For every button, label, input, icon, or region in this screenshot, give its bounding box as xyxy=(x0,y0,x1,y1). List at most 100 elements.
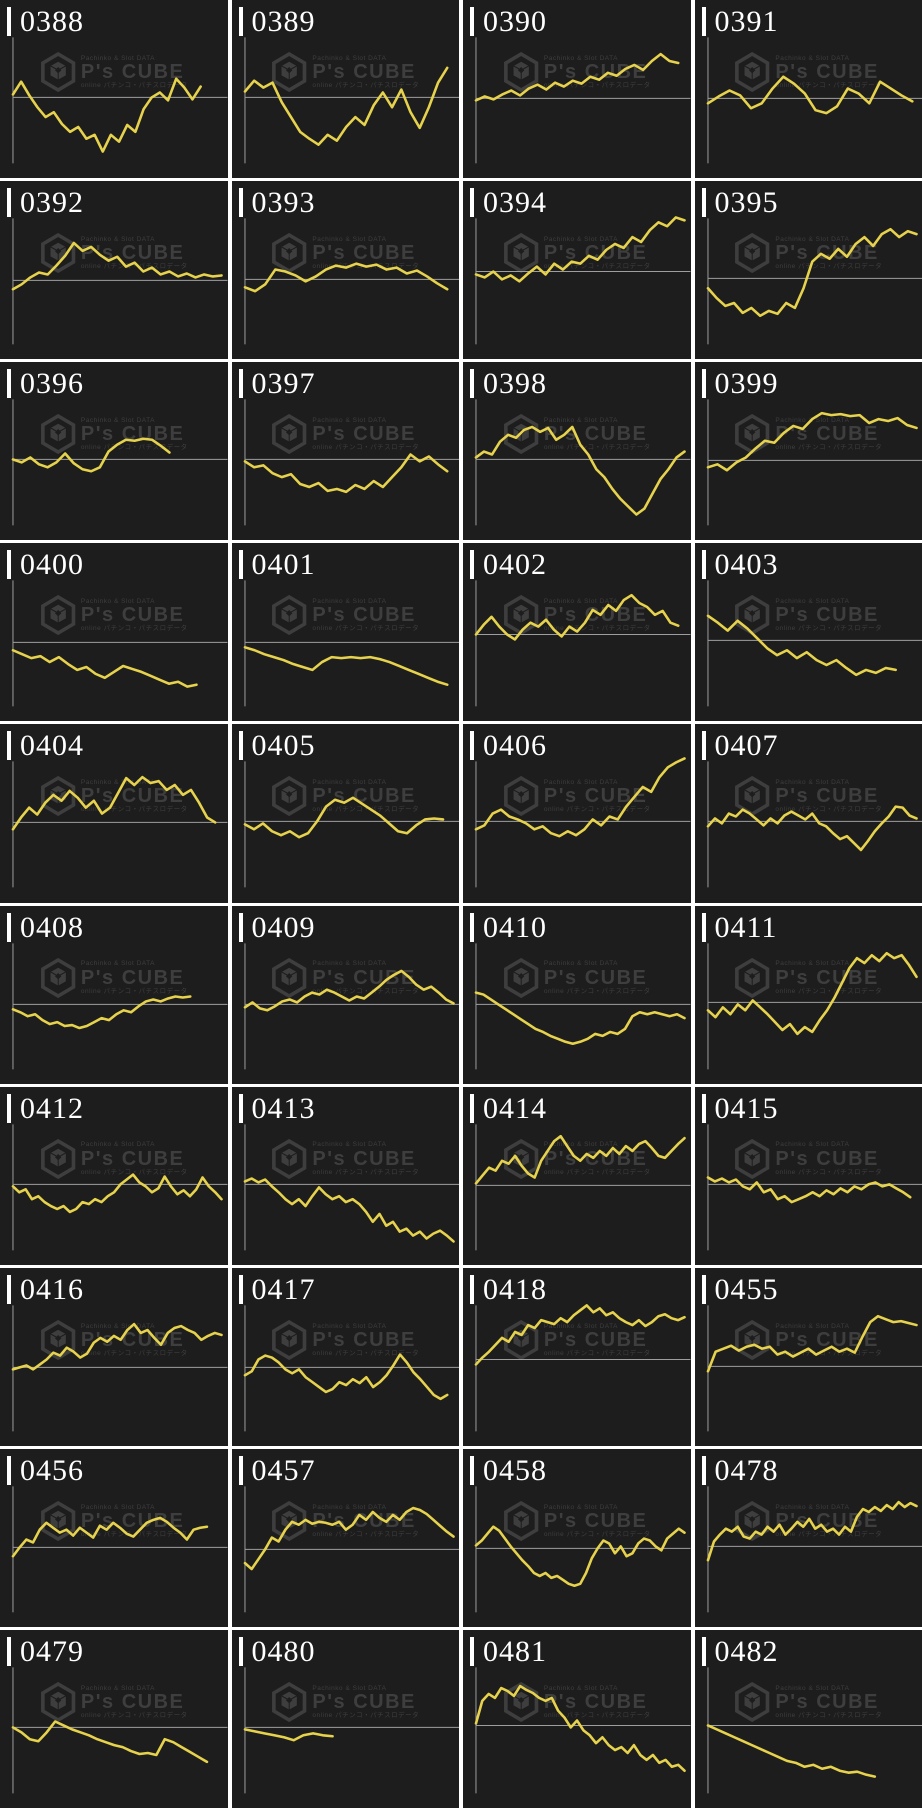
slump-graph xyxy=(474,942,691,1069)
watermark-top-text: Pachinko & Slot DATA xyxy=(775,1684,850,1692)
label-accent-bar xyxy=(701,731,706,761)
machine-tile[interactable]: 0457 Pachinko & Slot DATA P's CUBE onlin… xyxy=(231,1448,459,1627)
machine-tile[interactable]: 0394 Pachinko & Slot DATA P's CUBE onlin… xyxy=(463,181,691,360)
watermark-brand-text: P's CUBE xyxy=(312,966,416,989)
machine-tile[interactable]: 0395 Pachinko & Slot DATA P's CUBE onlin… xyxy=(694,181,922,360)
machine-tile[interactable]: 0482 Pachinko & Slot DATA P's CUBE onlin… xyxy=(694,1629,922,1808)
machine-tile[interactable]: 0415 Pachinko & Slot DATA P's CUBE onlin… xyxy=(694,1086,922,1265)
watermark-top-text: Pachinko & Slot DATA xyxy=(775,1503,850,1511)
label-accent-bar xyxy=(470,188,474,218)
machine-tile[interactable]: 0404 Pachinko & Slot DATA P's CUBE onlin… xyxy=(0,724,228,903)
machine-tile[interactable]: 0458 Pachinko & Slot DATA P's CUBE onlin… xyxy=(463,1448,691,1627)
watermark-bottom-text: online パチンコ・パチスロデータ xyxy=(775,1530,883,1538)
machine-number: 0402 xyxy=(483,548,547,582)
slump-line xyxy=(11,994,192,1029)
machine-tile[interactable]: 0407 Pachinko & Slot DATA P's CUBE onlin… xyxy=(694,724,922,903)
machine-label: 0455 xyxy=(701,1274,779,1304)
watermark-top-text: Pachinko & Slot DATA xyxy=(312,960,387,968)
machine-number: 0457 xyxy=(251,1453,316,1487)
machine-tile[interactable]: 0406 Pachinko & Slot DATA P's CUBE onlin… xyxy=(463,724,691,903)
machine-number: 0394 xyxy=(483,186,547,220)
machine-number: 0481 xyxy=(483,1634,547,1668)
cube-hexagon-icon xyxy=(40,51,76,93)
machine-tile[interactable]: 0391 Pachinko & Slot DATA P's CUBE onlin… xyxy=(694,0,922,179)
machine-tile[interactable]: 0456 Pachinko & Slot DATA P's CUBE onlin… xyxy=(0,1448,228,1627)
machine-tile[interactable]: 0402 Pachinko & Slot DATA P's CUBE onlin… xyxy=(463,543,691,722)
cube-hexagon-icon xyxy=(271,1681,307,1722)
watermark-text: Pachinko & Slot DATA P's CUBE online パチン… xyxy=(544,1685,651,1719)
watermark-text: Pachinko & Slot DATA P's CUBE online パチン… xyxy=(81,55,188,89)
machine-tile[interactable]: 0388 Pachinko & Slot DATA P's CUBE onlin… xyxy=(0,0,228,179)
slump-line xyxy=(474,1134,686,1185)
watermark-brand-text: P's CUBE xyxy=(80,785,185,808)
machine-tile[interactable]: 0398 Pachinko & Slot DATA P's CUBE onlin… xyxy=(463,362,691,541)
machine-tile[interactable]: 0479 Pachinko & Slot DATA P's CUBE onlin… xyxy=(0,1629,228,1808)
cube-hexagon-icon xyxy=(734,1319,770,1360)
machine-number: 0412 xyxy=(20,1091,84,1125)
slump-line xyxy=(706,1500,918,1562)
machine-tile[interactable]: 0389 Pachinko & Slot DATA P's CUBE onlin… xyxy=(231,0,459,179)
machine-tile[interactable]: 0455 Pachinko & Slot DATA P's CUBE onlin… xyxy=(694,1267,922,1446)
machine-tile[interactable]: 0400 Pachinko & Slot DATA P's CUBE onlin… xyxy=(0,543,228,722)
machine-number: 0393 xyxy=(251,186,316,220)
watermark-top-text: Pachinko & Slot DATA xyxy=(80,960,155,968)
label-accent-bar xyxy=(470,1093,474,1123)
machine-tile[interactable]: 0390 Pachinko & Slot DATA P's CUBE onlin… xyxy=(463,0,691,179)
machine-tile[interactable]: 0478 Pachinko & Slot DATA P's CUBE onlin… xyxy=(694,1448,922,1627)
watermark-top-text: Pachinko & Slot DATA xyxy=(312,598,387,606)
label-accent-bar xyxy=(7,1455,11,1485)
machine-tile[interactable]: 0405 Pachinko & Slot DATA P's CUBE onlin… xyxy=(231,724,459,903)
slump-graph xyxy=(474,1667,691,1794)
machine-tile[interactable]: 0417 Pachinko & Slot DATA P's CUBE onlin… xyxy=(231,1267,459,1446)
watermark-top-text: Pachinko & Slot DATA xyxy=(775,598,850,606)
machine-tile[interactable]: 0401 Pachinko & Slot DATA P's CUBE onlin… xyxy=(231,543,459,722)
watermark-brand-text: P's CUBE xyxy=(80,1509,185,1532)
watermark-bottom-text: online パチンコ・パチスロデータ xyxy=(80,1349,188,1357)
watermark-top-text: Pachinko & Slot DATA xyxy=(312,417,387,425)
watermark-text: Pachinko & Slot DATA P's CUBE online パチン… xyxy=(81,417,188,451)
machine-tile[interactable]: 0392 Pachinko & Slot DATA P's CUBE onlin… xyxy=(0,181,228,360)
machine-tile[interactable]: 0408 Pachinko & Slot DATA P's CUBE onlin… xyxy=(0,905,228,1084)
machine-tile[interactable]: 0416 Pachinko & Slot DATA P's CUBE onlin… xyxy=(0,1267,228,1446)
machine-tile[interactable]: 0480 Pachinko & Slot DATA P's CUBE onlin… xyxy=(231,1629,459,1808)
machine-tile[interactable]: 0411 Pachinko & Slot DATA P's CUBE onlin… xyxy=(694,905,922,1084)
cube-hexagon-icon xyxy=(40,1138,76,1179)
slump-graph xyxy=(11,761,228,888)
slump-line xyxy=(474,216,686,283)
cube-hexagon-icon xyxy=(271,51,307,93)
watermark-text: Pachinko & Slot DATA P's CUBE online パチン… xyxy=(81,960,188,994)
machine-tile[interactable]: 0410 Pachinko & Slot DATA P's CUBE onlin… xyxy=(463,905,691,1084)
cube-hexagon-icon xyxy=(734,233,770,274)
watermark-bottom-text: online パチンコ・パチスロデータ xyxy=(543,987,651,995)
machine-tile[interactable]: 0399 Pachinko & Slot DATA P's CUBE onlin… xyxy=(694,362,922,541)
watermark-top-text: Pachinko & Slot DATA xyxy=(312,1684,387,1692)
machine-tile[interactable]: 0393 Pachinko & Slot DATA P's CUBE onlin… xyxy=(231,181,459,360)
machine-tile[interactable]: 0414 Pachinko & Slot DATA P's CUBE onlin… xyxy=(463,1086,691,1265)
watermark-bottom-text: online パチンコ・パチスロデータ xyxy=(775,82,883,89)
machine-number: 0404 xyxy=(20,729,84,763)
slump-graph xyxy=(474,1123,691,1250)
watermark-brand-text: P's CUBE xyxy=(775,1328,879,1351)
slump-graph xyxy=(243,942,459,1069)
watermark-top-text: Pachinko & Slot DATA xyxy=(543,235,618,243)
machine-tile[interactable]: 0481 Pachinko & Slot DATA P's CUBE onlin… xyxy=(463,1629,691,1808)
label-accent-bar xyxy=(470,369,474,399)
watermark-top-text: Pachinko & Slot DATA xyxy=(775,960,850,968)
machine-tile[interactable]: 0403 Pachinko & Slot DATA P's CUBE onlin… xyxy=(694,543,922,722)
machine-tile[interactable]: 0412 Pachinko & Slot DATA P's CUBE onlin… xyxy=(0,1086,228,1265)
machine-label: 0392 xyxy=(7,188,84,218)
watermark-bottom-text: online パチンコ・パチスロデータ xyxy=(80,263,188,271)
cube-hexagon-icon xyxy=(271,595,307,636)
watermark-text: Pachinko & Slot DATA P's CUBE online パチン… xyxy=(312,960,419,994)
machine-tile[interactable]: 0396 Pachinko & Slot DATA P's CUBE onlin… xyxy=(0,362,228,541)
machine-tile[interactable]: 0418 Pachinko & Slot DATA P's CUBE onlin… xyxy=(463,1267,691,1446)
machine-tile[interactable]: 0397 Pachinko & Slot DATA P's CUBE onlin… xyxy=(231,362,459,541)
label-accent-bar xyxy=(470,1455,474,1485)
machine-tile[interactable]: 0413 Pachinko & Slot DATA P's CUBE onlin… xyxy=(231,1086,459,1265)
watermark: Pachinko & Slot DATA P's CUBE online パチン… xyxy=(503,51,651,93)
cube-hexagon-icon xyxy=(40,1681,76,1722)
watermark-top-text: Pachinko & Slot DATA xyxy=(775,779,850,787)
watermark-bottom-text: online パチンコ・パチスロデータ xyxy=(775,1711,883,1719)
watermark-top-text: Pachinko & Slot DATA xyxy=(80,779,155,787)
machine-tile[interactable]: 0409 Pachinko & Slot DATA P's CUBE onlin… xyxy=(231,905,459,1084)
